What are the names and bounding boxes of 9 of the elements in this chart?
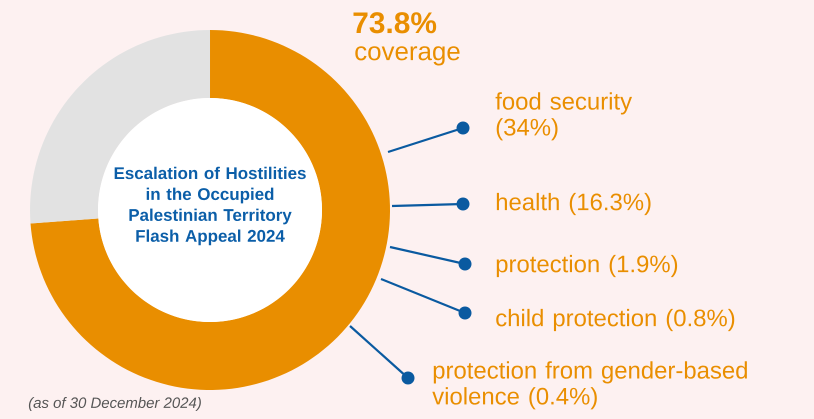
text: food security (34%) [496,92,632,140]
slice-label: coverage [355,46,460,66]
text: protection from gender-based violence (0.4%) [432,361,747,410]
text: (as of 30 December 2024) [28,397,201,411]
text: child protection (0.8%) [496,308,734,332]
text: protection (1.9%) [496,254,678,278]
text: health (16.3%) [496,192,651,216]
data-label: 73.8% [353,12,436,34]
text: Escalation of Hostilities in the Occupied Palestinian Territory Flash Appeal 2024 [114,166,306,246]
